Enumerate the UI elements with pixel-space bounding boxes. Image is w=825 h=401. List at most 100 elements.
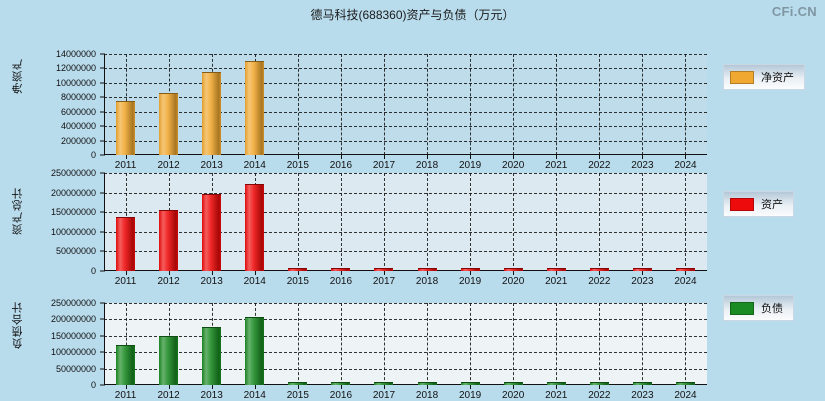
bar-2013 [202,326,222,385]
legend-2[interactable]: 负债 [723,295,794,321]
x-tick-label: 2016 [329,390,353,401]
gridline-horizontal [104,54,707,55]
x-tick-label: 2015 [286,276,309,287]
x-tick-label: 2019 [458,390,482,401]
x-tick-mark [254,271,256,275]
x-tick-mark [125,155,127,159]
gridline-horizontal [104,82,707,84]
legend-0[interactable]: 净资产 [723,64,805,90]
y-tick-mark [100,154,105,156]
gridline-vertical [383,54,385,155]
x-tick-mark [427,271,429,275]
x-tick-label: 2017 [372,390,396,401]
gridline-horizontal [104,212,707,214]
y-tick-mark [100,53,105,55]
x-tick-label: 2014 [243,160,266,171]
gridline-vertical [685,173,687,271]
x-tick-mark [383,271,385,275]
gridline-vertical [642,303,644,385]
x-tick-mark [642,271,644,275]
bar-2012 [159,209,179,271]
chart-panel-liabilities: 负债合计 250000000 200000000 150000000 100000000… [0,289,825,401]
x-tick-label: 2016 [329,276,353,287]
y-tick-label: 150000000 [50,330,96,341]
x-tick-label: 2023 [631,390,654,401]
x-tick-label: 2015 [286,160,309,171]
chart-panel-assets: 资产总计 250000000 200000000 150000000 100000000… [0,159,825,289]
y-tick-mark [100,192,105,194]
gridline-vertical [599,303,601,385]
bar-2011 [116,100,136,155]
x-tick-mark [599,271,601,275]
y-tick-label: 10000000 [55,77,96,88]
gridline-vertical [685,54,687,155]
legend-swatch-icon [730,70,754,84]
y-tick-label: 0 [90,150,96,160]
y-tick-mark [100,335,105,337]
gridline-vertical [470,303,472,385]
x-tick-mark [642,385,644,389]
y-tick-label: 100000000 [50,347,96,358]
x-tick-label: 2011 [114,276,137,287]
x-tick-label: 2020 [502,160,525,171]
x-tick-mark [470,271,472,275]
y-axis [104,173,105,271]
bar-2017 [374,382,394,385]
x-tick-mark [383,385,385,389]
bar-2018 [417,268,437,271]
x-tick-label: 2020 [502,276,525,287]
x-tick-mark [642,155,644,159]
y-tick-label: 250000000 [50,168,96,178]
legend-label: 净资产 [761,72,794,84]
x-tick-mark [340,385,342,389]
y-axis [104,54,105,155]
x-tick-label: 2019 [458,160,482,171]
bar-2019 [460,382,480,385]
x-tick-label: 2014 [243,276,266,287]
x-tick-mark [513,385,515,389]
y-tick-mark [100,111,105,113]
gridline-vertical [556,173,558,271]
gridline-vertical [427,173,429,271]
x-tick-mark [427,155,429,159]
x-tick-label: 2024 [674,160,697,171]
x-tick-mark [513,155,515,159]
x-tick-label: 2015 [286,390,309,401]
x-tick-mark [427,385,429,389]
plot-area-2 [104,303,707,385]
x-tick-mark [340,271,342,275]
y-tick-mark [100,384,105,386]
x-tick-label: 2018 [415,160,439,171]
y-tick-mark [100,250,105,252]
gridline-horizontal [104,368,707,370]
bar-2011 [116,344,136,385]
y-tick-label: 200000000 [50,187,96,198]
bar-2021 [546,382,566,385]
y-tick-label: 12000000 [55,63,96,74]
y-tick-mark [100,270,105,272]
x-tick-label: 2022 [588,390,611,401]
x-tick-mark [211,155,213,159]
bar-2015 [288,268,308,271]
y-tick-mark [100,351,105,353]
legend-swatch-icon [730,301,754,315]
x-tick-label: 2013 [200,390,223,401]
y-tick-label: 200000000 [50,314,96,325]
x-tick-mark [168,271,170,275]
x-tick-mark [685,385,687,389]
gridline-vertical [297,54,299,155]
bar-2015 [288,382,308,385]
gridline-horizontal [104,319,707,321]
bar-2022 [589,268,609,271]
x-tick-mark [125,385,127,389]
x-tick-label: 2017 [372,276,396,287]
gridline-vertical [513,54,515,155]
legend-1[interactable]: 资产 [723,191,794,217]
x-tick-mark [599,385,601,389]
watermark: CFi.CN [771,4,817,19]
y-tick-mark [100,96,105,98]
x-tick-label: 2016 [329,160,353,171]
x-tick-mark [513,271,515,275]
bar-2014 [245,184,265,271]
